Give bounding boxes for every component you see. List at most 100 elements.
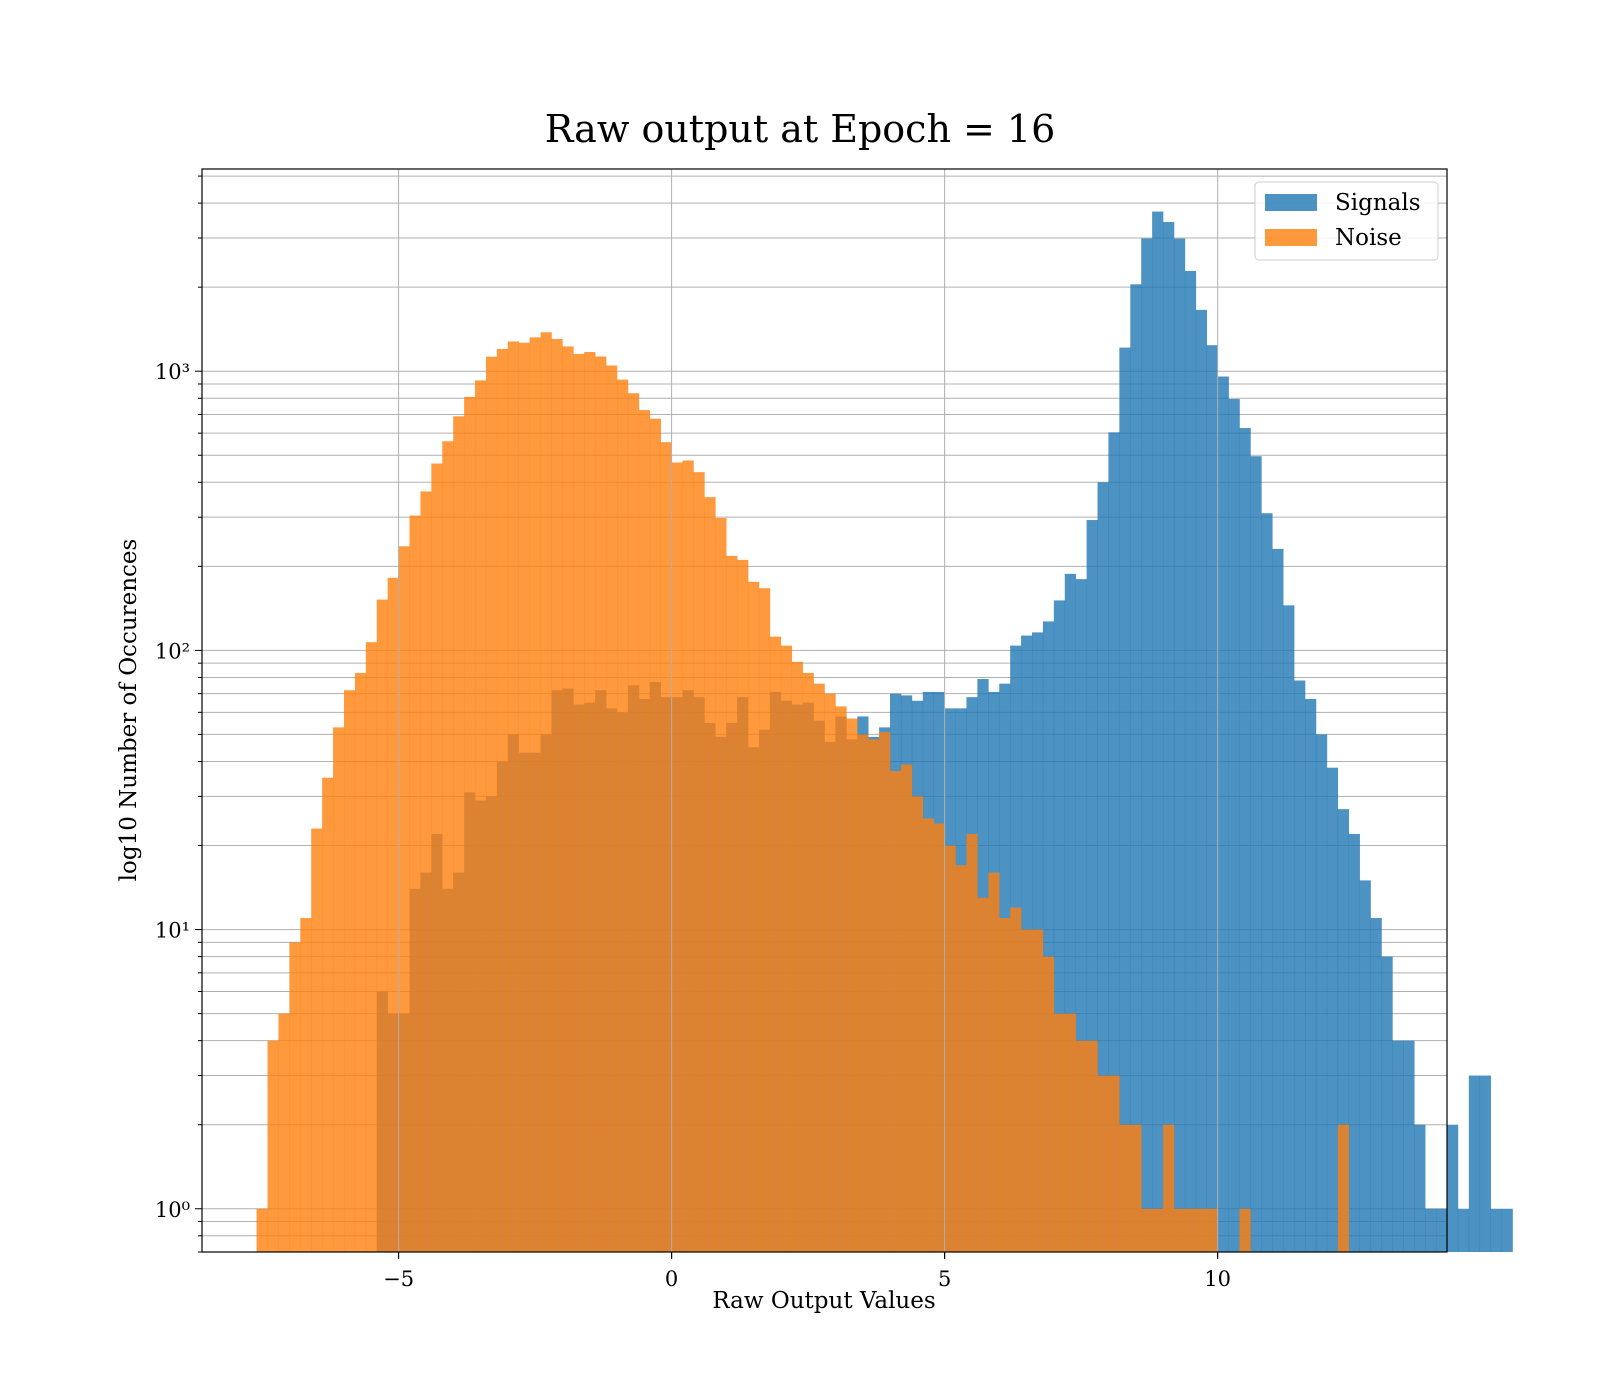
bar-noise xyxy=(999,918,1011,1252)
bar-signals xyxy=(1261,513,1273,1252)
bar-noise xyxy=(453,416,465,1252)
bar-noise xyxy=(638,410,651,1252)
bar-signals xyxy=(1130,284,1142,1252)
legend-label-signals: Signals xyxy=(1335,190,1421,216)
legend-label-noise: Noise xyxy=(1335,225,1402,251)
bar-noise xyxy=(726,555,738,1252)
bar-noise xyxy=(1010,907,1022,1252)
bar-noise xyxy=(1021,929,1033,1252)
bar-noise xyxy=(1141,1208,1153,1252)
bar-noise xyxy=(529,337,541,1252)
bar-noise xyxy=(857,734,869,1252)
bar-noise xyxy=(409,515,421,1252)
bar-noise xyxy=(966,833,978,1252)
bar-noise xyxy=(540,332,552,1252)
bar-noise xyxy=(977,897,989,1252)
y-tick-label: 10³ xyxy=(155,360,190,384)
bar-signals xyxy=(1152,211,1164,1252)
bar-signals xyxy=(1457,1208,1470,1252)
bar-noise xyxy=(442,441,454,1253)
bar-signals xyxy=(1501,1208,1513,1252)
bar-signals xyxy=(1250,456,1262,1253)
bar-signals xyxy=(1381,956,1393,1252)
bar-noise xyxy=(748,581,760,1252)
bar-noise xyxy=(322,777,334,1252)
bar-noise xyxy=(682,460,694,1252)
bar-noise xyxy=(311,828,323,1252)
bar-noise xyxy=(1337,1124,1350,1252)
bar-noise xyxy=(1195,1208,1208,1252)
bar-signals xyxy=(1206,345,1218,1252)
bar-noise xyxy=(1064,1013,1076,1252)
bar-noise xyxy=(780,645,793,1252)
y-tick-label: 10¹ xyxy=(155,919,190,943)
bar-noise xyxy=(791,661,803,1252)
bar-noise xyxy=(758,588,771,1252)
bar-signals xyxy=(1403,1040,1415,1252)
bar-signals xyxy=(1184,270,1197,1252)
bar-signals xyxy=(1272,548,1284,1252)
bar-signals xyxy=(1294,680,1306,1252)
bar-noise xyxy=(354,672,367,1252)
bar-noise xyxy=(911,796,924,1252)
bar-noise xyxy=(737,559,749,1252)
bar-noise xyxy=(278,1013,290,1252)
x-tick-label: −5 xyxy=(383,1267,414,1291)
bar-noise xyxy=(420,491,432,1252)
bar-noise xyxy=(890,770,902,1252)
bar-signals xyxy=(1228,399,1240,1252)
bar-signals xyxy=(1195,309,1208,1252)
bar-noise xyxy=(846,718,858,1252)
bar-noise xyxy=(944,845,956,1252)
x-tick-label: 10 xyxy=(1204,1267,1231,1291)
bar-signals xyxy=(1337,809,1350,1252)
bar-noise xyxy=(376,599,388,1252)
bar-noise xyxy=(606,365,618,1253)
bar-signals xyxy=(1392,1040,1404,1252)
bar-noise xyxy=(1086,1040,1098,1252)
bar-signals xyxy=(1064,573,1076,1252)
bar-signals xyxy=(1217,376,1229,1252)
bar-noise xyxy=(802,672,814,1252)
bar-noise xyxy=(584,351,596,1252)
legend-swatch-signals xyxy=(1265,194,1317,211)
bar-signals xyxy=(1119,347,1131,1253)
y-tick-label: 10² xyxy=(155,639,190,663)
bar-noise xyxy=(1053,1013,1066,1252)
bar-noise xyxy=(595,356,607,1253)
histogram-bars xyxy=(256,211,1513,1253)
bar-signals xyxy=(1239,427,1251,1252)
bar-noise xyxy=(365,642,378,1252)
bar-noise xyxy=(573,353,585,1252)
bar-noise xyxy=(475,380,487,1252)
bar-noise xyxy=(1239,1208,1251,1252)
bar-noise xyxy=(485,356,498,1253)
bar-noise xyxy=(1152,1208,1164,1252)
bar-noise xyxy=(824,693,836,1252)
bar-signals xyxy=(1425,1208,1437,1252)
bar-noise xyxy=(769,636,782,1252)
bar-noise xyxy=(333,727,345,1252)
bar-signals xyxy=(1479,1075,1491,1252)
legend: Signals Noise xyxy=(1254,181,1439,261)
bar-signals xyxy=(1108,432,1120,1252)
axes: −5 0 5 10 10⁰ 10¹ 10² 10³ xyxy=(155,168,1448,1291)
bar-noise xyxy=(988,872,1000,1252)
bar-noise xyxy=(649,418,661,1252)
bar-noise xyxy=(387,577,399,1252)
bar-signals xyxy=(1053,600,1066,1252)
bar-signals xyxy=(1370,918,1382,1252)
bar-noise xyxy=(343,690,356,1252)
bar-noise xyxy=(507,341,520,1252)
bar-noise xyxy=(715,517,727,1252)
bar-noise xyxy=(562,346,574,1252)
bar-noise xyxy=(267,1040,279,1252)
bar-noise xyxy=(660,442,672,1252)
bar-noise xyxy=(933,823,945,1252)
bar-noise xyxy=(464,396,476,1252)
bar-signals xyxy=(1283,605,1295,1252)
bar-noise xyxy=(551,338,563,1252)
bar-noise xyxy=(1108,1075,1120,1252)
bar-noise xyxy=(922,818,935,1252)
